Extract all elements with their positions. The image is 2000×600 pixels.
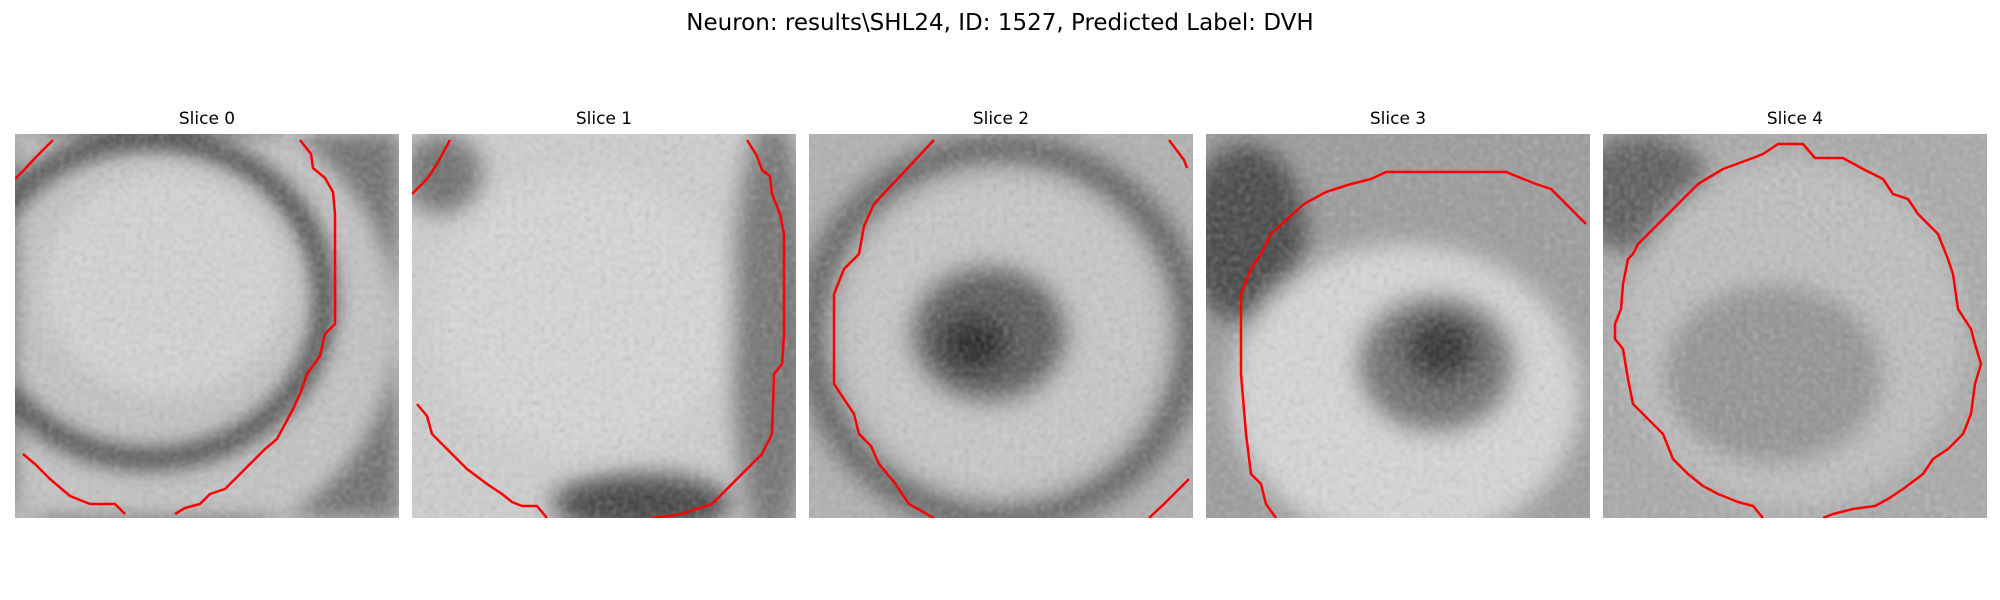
neuron-contour: [412, 139, 786, 518]
slice-image: [412, 134, 796, 518]
slice-image: [1206, 134, 1590, 518]
neuron-contour: [15, 139, 337, 516]
neuron-contour: [1613, 142, 1983, 518]
slice-title: Slice 0: [178, 109, 236, 129]
slice-panel: Slice 0: [15, 108, 399, 518]
slice-image: [809, 134, 1193, 518]
figure-title: Neuron: results\SHL24, ID: 1527, Predict…: [686, 10, 1314, 36]
slice-title: Slice 1: [575, 109, 633, 129]
slice-title: Slice 3: [1369, 109, 1427, 129]
slice-panel: Slice 2: [809, 108, 1193, 518]
slice-image: [1603, 134, 1987, 518]
slice-panel: Slice 1: [412, 108, 796, 518]
slice-title: Slice 2: [972, 109, 1030, 129]
slice-image: [15, 134, 399, 518]
neuron-contour: [832, 139, 1190, 518]
slice-title: Slice 4: [1766, 109, 1824, 129]
neuron-contour: [1239, 170, 1587, 518]
slice-panel: Slice 4: [1603, 108, 1987, 518]
slice-panel: Slice 3: [1206, 108, 1590, 518]
